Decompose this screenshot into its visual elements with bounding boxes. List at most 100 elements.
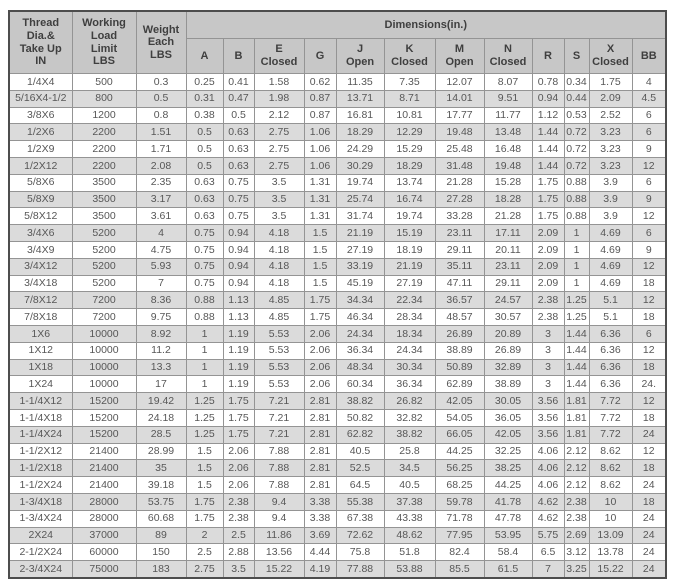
table-cell: 2.06	[222, 476, 255, 494]
table-cell: 33.19	[335, 257, 385, 276]
table-row: 1/4X4 500 0.3 0.25 0.41 1.58 0.62 11.35 7.35 12.0…	[8, 73, 667, 91]
table-cell: 4.85	[253, 291, 305, 310]
table-cell: 0.87	[303, 106, 337, 125]
table-cell: 4.18	[253, 224, 305, 242]
table-cell: 0.47	[222, 89, 255, 108]
table-cell: 1.44	[563, 358, 590, 377]
table-cell: 9.75	[135, 308, 187, 326]
table-cell: 12.07	[434, 73, 485, 91]
table-row: 3/4X18 5200 7 0.75 0.94 4.18 1.5 45.19 27.19 47.1…	[8, 274, 667, 293]
table-cell: 9	[631, 240, 667, 259]
table-cell: 31.48	[434, 156, 485, 175]
table-cell: 1.71	[135, 140, 187, 158]
table-cell: 1.06	[303, 156, 337, 175]
table-cell: 10	[588, 509, 633, 528]
table-cell: 46.34	[335, 308, 385, 326]
table-cell: 0.63	[222, 140, 255, 158]
table-cell: 1.31	[303, 173, 337, 192]
table-cell: 1.13	[222, 308, 255, 326]
table-cell: 60.34	[335, 375, 385, 394]
table-cell: 58.4	[483, 543, 533, 562]
table-cell: 1.5	[303, 240, 337, 259]
table-cell: 27.19	[335, 240, 385, 259]
table-cell: 4.75	[135, 240, 187, 259]
table-cell: 7.21	[253, 408, 305, 427]
turnbuckle-spec-table: Thread Dia.& Take Up IN Working Load Lim…	[8, 10, 668, 579]
table-cell: 1-1/4X24	[8, 425, 73, 444]
table-cell: 1.06	[303, 140, 337, 158]
table-cell: 1.44	[531, 123, 565, 142]
table-cell: 1.5	[303, 257, 337, 276]
table-cell: 7	[531, 560, 565, 579]
table-cell: 38.25	[483, 459, 533, 478]
table-cell: 0.75	[185, 224, 224, 242]
col-header-x-closed: X Closed	[588, 38, 633, 74]
table-cell: 2.38	[531, 308, 565, 326]
table-cell: 39.18	[135, 476, 187, 494]
table-cell: 1	[185, 375, 224, 394]
table-cell: 24.57	[483, 291, 533, 310]
table-cell: 25.8	[383, 442, 436, 461]
table-cell: 18.29	[335, 123, 385, 142]
table-cell: 0.88	[563, 207, 590, 226]
table-cell: 13.74	[383, 173, 436, 192]
table-cell: 1.75	[531, 207, 565, 226]
table-cell: 32.82	[383, 408, 436, 427]
table-cell: 3.56	[531, 408, 565, 427]
table-cell: 9	[631, 140, 667, 158]
table-cell: 21.19	[335, 224, 385, 242]
table-row: 1-1/2X12 21400 28.99 1.5 2.06 7.88 2.81 40.5 25.…	[8, 442, 667, 461]
table-cell: 8.36	[135, 291, 187, 310]
table-cell: 3.69	[303, 526, 337, 545]
table-cell: 38.82	[335, 392, 385, 410]
table-cell: 47.11	[434, 274, 485, 293]
table-cell: 28000	[71, 509, 137, 528]
table-cell: 21400	[71, 442, 137, 461]
table-cell: 2.75	[253, 156, 305, 175]
table-cell: 0.5	[185, 156, 224, 175]
table-cell: 7	[135, 274, 187, 293]
table-cell: 23.11	[434, 224, 485, 242]
table-cell: 30.29	[335, 156, 385, 175]
table-cell: 5200	[71, 240, 137, 259]
table-cell: 21400	[71, 459, 137, 478]
table-cell: 1-3/4X18	[8, 492, 73, 511]
table-cell: 16.48	[483, 140, 533, 158]
table-cell: 9.51	[483, 89, 533, 108]
table-cell: 36.34	[335, 341, 385, 360]
table-row: 1/2X12 2200 2.08 0.5 0.63 2.75 1.06 30.29 18.29 3…	[8, 156, 667, 175]
table-cell: 19.48	[483, 156, 533, 175]
table-cell: 1.75	[185, 492, 224, 511]
table-cell: 3.12	[563, 543, 590, 562]
table-cell: 16.74	[383, 190, 436, 209]
table-cell: 22.34	[383, 291, 436, 310]
table-cell: 24.34	[383, 341, 436, 360]
table-cell: 7.72	[588, 392, 633, 410]
table-cell: 10000	[71, 358, 137, 377]
table-row: 5/8X9 3500 3.17 0.63 0.75 3.5 1.31 25.74 16.74 27…	[8, 190, 667, 209]
table-cell: 5200	[71, 224, 137, 242]
table-cell: 24	[631, 526, 667, 545]
col-header-bb: BB	[631, 38, 667, 74]
table-cell: 6	[631, 324, 667, 343]
table-cell: 34.34	[335, 291, 385, 310]
table-cell: 11.86	[253, 526, 305, 545]
table-cell: 20.89	[483, 324, 533, 343]
table-cell: 3.23	[588, 123, 633, 142]
table-cell: 0.53	[563, 106, 590, 125]
table-body: 1/4X4 500 0.3 0.25 0.41 1.58 0.62 11.35 7.35 12.0…	[8, 73, 667, 579]
table-cell: 2.5	[222, 526, 255, 545]
table-cell: 47.78	[483, 509, 533, 528]
table-cell: 2X24	[8, 526, 73, 545]
col-header-b: B	[222, 38, 255, 74]
col-header-m-open: M Open	[434, 38, 485, 74]
table-cell: 3.5	[253, 190, 305, 209]
table-cell: 4.62	[531, 492, 565, 511]
table-cell: 66.05	[434, 425, 485, 444]
table-cell: 0.88	[563, 190, 590, 209]
table-cell: 52.5	[335, 459, 385, 478]
table-cell: 0.63	[185, 190, 224, 209]
table-cell: 0.94	[531, 89, 565, 108]
table-cell: 26.89	[434, 324, 485, 343]
table-cell: 2.38	[563, 509, 590, 528]
